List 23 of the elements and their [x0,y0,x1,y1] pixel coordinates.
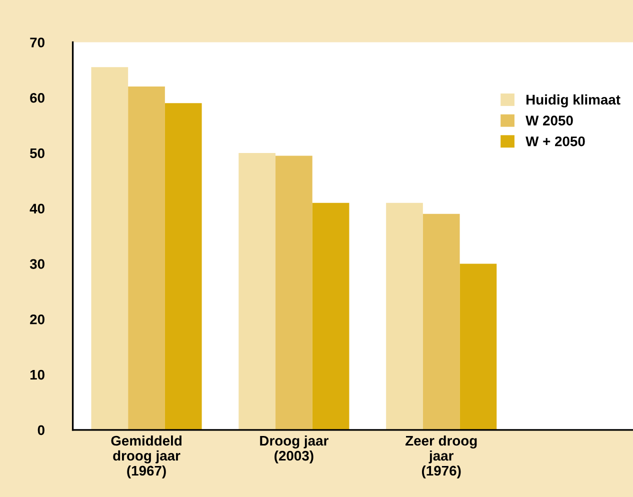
y-tick-label: 60 [30,92,44,103]
x-tick-label: Zeer droog jaar (1976) [406,435,477,478]
bar [238,153,276,430]
bar [422,214,460,430]
y-tick-label: 20 [30,314,44,324]
y-tick-label: 10 [30,370,44,380]
bar [164,103,202,430]
legend-label: W 2050 [526,116,573,126]
legend-label: Huidig klimaat [526,94,620,108]
y-tick-label: 30 [30,259,44,269]
legend-label: W + 2050 [526,136,585,146]
x-tick-label: Gemiddeld droog jaar (1967) [111,435,182,478]
y-tick-label: 40 [30,204,44,214]
bar [91,67,128,430]
y-tick-label: 50 [30,148,44,158]
x-tick-label: Droog jaar (2003) [260,435,328,464]
bar [460,264,497,430]
bar [128,86,165,430]
y-tick-label: 70 [30,38,44,48]
bar [386,202,423,430]
y-tick-label: 0 [38,425,44,436]
bar [276,156,312,430]
bar [312,202,350,430]
